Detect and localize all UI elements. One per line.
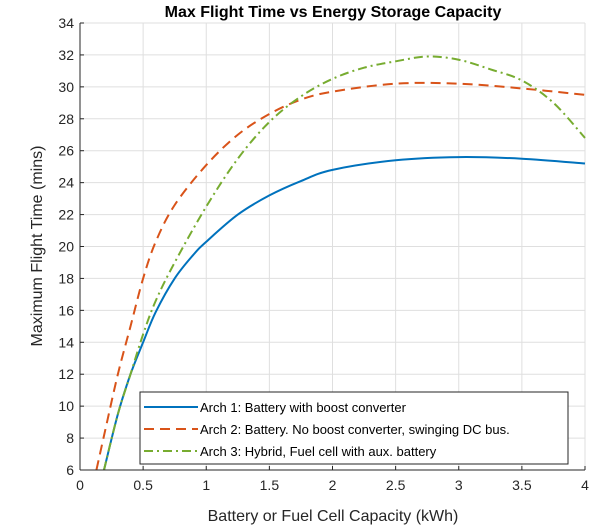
y-tick-label: 16: [58, 302, 74, 318]
legend: Arch 1: Battery with boost converter Arch…: [139, 391, 569, 465]
y-axis-label: Maximum Flight Time (mins): [29, 146, 46, 347]
series-line-arch-1: [103, 156, 586, 471]
y-tick-label: 30: [58, 79, 74, 95]
legend-entry: Arch 1: Battery with boost converter: [200, 400, 407, 415]
legend-box: [139, 391, 569, 465]
y-tick-label: 26: [58, 143, 74, 159]
y-tick-label: 6: [66, 462, 74, 478]
y-tick-label: 12: [58, 366, 74, 382]
legend-entry: Arch 2: Battery. No boost converter, swi…: [200, 422, 510, 437]
x-tick-label: 4: [581, 477, 589, 493]
axes: 0 0.5 1 1.5 2 2.5 3 3.5 4 6 8 10 12 14 16 18 20 22 24 26 28 3…: [58, 15, 589, 493]
legend-entry: Arch 3: Hybrid, Fuel cell with aux. batt…: [200, 444, 437, 459]
x-tick-label: 2: [329, 477, 337, 493]
y-tick-label: 10: [58, 398, 74, 414]
x-tick-label: 3.5: [512, 477, 532, 493]
chart-title: Max Flight Time vs Energy Storage Capaci…: [165, 4, 502, 21]
x-tick-label: 0.5: [133, 477, 153, 493]
y-tick-label: 14: [58, 334, 74, 350]
x-tick-label: 2.5: [386, 477, 406, 493]
y-tick-label: 24: [58, 175, 74, 191]
y-tick-label: 8: [66, 430, 74, 446]
y-tick-label: 22: [58, 207, 74, 223]
x-tick-label: 1.5: [260, 477, 280, 493]
y-tick-label: 28: [58, 111, 74, 127]
x-axis-label: Battery or Fuel Cell Capacity (kWh): [208, 508, 459, 525]
series-lines: [95, 55, 586, 471]
x-tick-label: 0: [76, 477, 84, 493]
y-tick-label: 34: [58, 15, 74, 31]
y-tick-label: 20: [58, 239, 74, 255]
y-tick-label: 18: [58, 270, 74, 286]
x-tick-label: 3: [455, 477, 463, 493]
y-tick-label: 32: [58, 47, 74, 63]
series-line-arch-3: [103, 55, 586, 471]
x-tick-label: 1: [202, 477, 210, 493]
